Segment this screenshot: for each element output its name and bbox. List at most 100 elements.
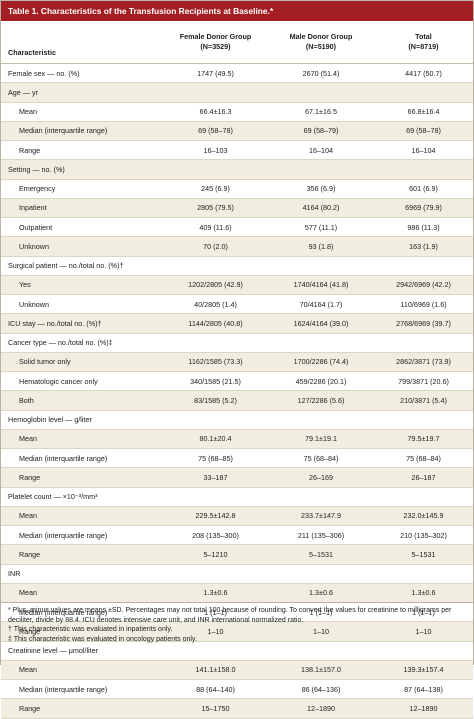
cell-total: 12–1890: [374, 698, 473, 719]
cell-male: 459/2286 (20.1): [268, 371, 374, 392]
cell-male: 211 (135–306): [268, 525, 374, 546]
row-label: ICU stay — no./total no. (%)†: [1, 313, 163, 334]
cell-male: 67.1±16.5: [268, 102, 374, 122]
row-sublabel: Mean: [1, 102, 163, 122]
cell-male: 1624/4164 (39.0): [268, 313, 374, 334]
cell-male: [268, 256, 374, 276]
table-row: Cancer type — no./total no. (%)‡: [1, 333, 473, 353]
cell-total: 799/3871 (20.6): [374, 371, 473, 392]
cell-female: [163, 641, 268, 661]
cell-total: 5–1531: [374, 544, 473, 565]
cell-male: 1740/4164 (41.8): [268, 275, 374, 296]
cell-total: 2768/6969 (39.7): [374, 313, 473, 334]
cell-female: 75 (68–85): [163, 448, 268, 469]
header-total-n: (N=8719): [408, 42, 439, 51]
cell-female: 1.3±0.6: [163, 583, 268, 604]
cell-male: 1 (1–1): [268, 602, 374, 623]
cell-female: 69 (58–78): [163, 121, 268, 142]
cell-female: [163, 256, 268, 276]
row-sublabel: Unknown: [1, 236, 163, 257]
footnote-inpatients: † This characteristic was evaluated in i…: [8, 626, 173, 633]
row-sublabel: Yes: [1, 275, 163, 296]
table-row: Outpatient 409 (11.6) 577 (11.1) 986 (11.3): [1, 217, 473, 238]
cell-total: 1 (1–1): [374, 602, 473, 623]
footnotes: * Plus–minus values are means ±SD. Perce…: [1, 602, 473, 644]
header-female-label: Female Donor Group: [179, 32, 252, 41]
cell-total: 4417 (50.7): [374, 63, 473, 84]
cell-total: 79.5±19.7: [374, 429, 473, 450]
cell-total: [374, 410, 473, 430]
cell-total: 210/3871 (5.4): [374, 390, 473, 411]
cell-female: [163, 487, 268, 507]
row-sublabel: Median (interquartile range): [1, 121, 163, 142]
table-row: Setting — no. (%): [1, 159, 473, 180]
cell-male: 233.7±147.9: [268, 506, 374, 527]
cell-female: [163, 410, 268, 430]
table-row: Mean 66.4±16.3 67.1±16.5 66.8±16.4: [1, 102, 473, 122]
cell-male: 26–169: [268, 467, 374, 488]
footnote-general: * Plus–minus values are means ±SD. Perce…: [8, 607, 452, 624]
cell-male: [268, 82, 374, 103]
row-sublabel: Mean: [1, 506, 163, 527]
table-row: Range 5–1210 5–1531 5–1531: [1, 544, 473, 565]
row-sublabel: Mean: [1, 583, 163, 604]
row-sublabel: Range: [1, 698, 163, 719]
cell-male: 16–104: [268, 140, 374, 161]
row-label: Setting — no. (%): [1, 159, 163, 180]
header-total-label: Total: [415, 32, 432, 41]
cell-total: 66.8±16.4: [374, 102, 473, 122]
row-sublabel: Unknown: [1, 294, 163, 315]
row-sublabel: Mean: [1, 429, 163, 450]
row-label: Hemoglobin level — g/liter: [1, 410, 163, 430]
cell-male: [268, 333, 374, 353]
cell-female: 229.5±142.8: [163, 506, 268, 527]
header-female-n: (N=3529): [200, 42, 231, 51]
cell-male: 138.1±157.0: [268, 660, 374, 681]
cell-female: 340/1585 (21.5): [163, 371, 268, 392]
cell-male: 79.1±19.1: [268, 429, 374, 450]
cell-female: 1 (1–1): [163, 602, 268, 623]
row-label: Cancer type — no./total no. (%)‡: [1, 333, 163, 353]
header-male-donor-group: Male Donor Group (N=5190): [268, 21, 374, 64]
table-row: Hemoglobin level — g/liter: [1, 410, 473, 430]
cell-total: 2862/3871 (73.9): [374, 352, 473, 373]
cell-male: 2670 (51.4): [268, 63, 374, 84]
cell-female: 16–103: [163, 140, 268, 161]
row-label: Creatinine level — μmol/liter: [1, 641, 163, 661]
cell-female: 80.1±20.4: [163, 429, 268, 450]
cell-female: 33–187: [163, 467, 268, 488]
cell-male: [268, 410, 374, 430]
cell-total: 16–104: [374, 140, 473, 161]
table-row: Emergency 245 (6.9) 356 (6.9) 601 (6.9): [1, 179, 473, 199]
table-row: Both 83/1585 (5.2) 127/2286 (5.6) 210/3871 …: [1, 390, 473, 411]
row-sublabel: Range: [1, 544, 163, 565]
table-row: Surgical patient — no./total no. (%)†: [1, 256, 473, 276]
cell-female: 1747 (49.5): [163, 63, 268, 84]
table-row: Range 15–1750 12–1890 12–1890: [1, 698, 473, 719]
table-row: Range 33–187 26–169 26–187: [1, 467, 473, 488]
table-row: Creatinine level — μmol/liter: [1, 641, 473, 661]
row-sublabel: Mean: [1, 660, 163, 681]
cell-total: [374, 256, 473, 276]
row-sublabel: Hematologic cancer only: [1, 371, 163, 392]
cell-male: 4164 (80.2): [268, 198, 374, 219]
cell-female: 245 (6.9): [163, 179, 268, 199]
row-sublabel: Range: [1, 467, 163, 488]
row-sublabel: Solid tumor only: [1, 352, 163, 373]
cell-male: 12–1890: [268, 698, 374, 719]
cell-female: 1144/2805 (40.8): [163, 313, 268, 334]
cell-male: 1700/2286 (74.4): [268, 352, 374, 373]
cell-female: 208 (135–300): [163, 525, 268, 546]
cell-female: 1–10: [163, 621, 268, 642]
row-label: Surgical patient — no./total no. (%)†: [1, 256, 163, 276]
table-row: Mean 80.1±20.4 79.1±19.1 79.5±19.7: [1, 429, 473, 450]
cell-male: 5–1531: [268, 544, 374, 565]
cell-male: 1.3±0.6: [268, 583, 374, 604]
table-row: ICU stay — no./total no. (%)† 1144/2805 (…: [1, 313, 473, 334]
cell-female: [163, 564, 268, 584]
table-row: INR: [1, 564, 473, 584]
table-row: Range 1–10 1–10 1–10: [1, 621, 473, 642]
table-row: Mean 229.5±142.8 233.7±147.9 232.0±145.9: [1, 506, 473, 527]
cell-female: 83/1585 (5.2): [163, 390, 268, 411]
cell-total: 232.0±145.9: [374, 506, 473, 527]
